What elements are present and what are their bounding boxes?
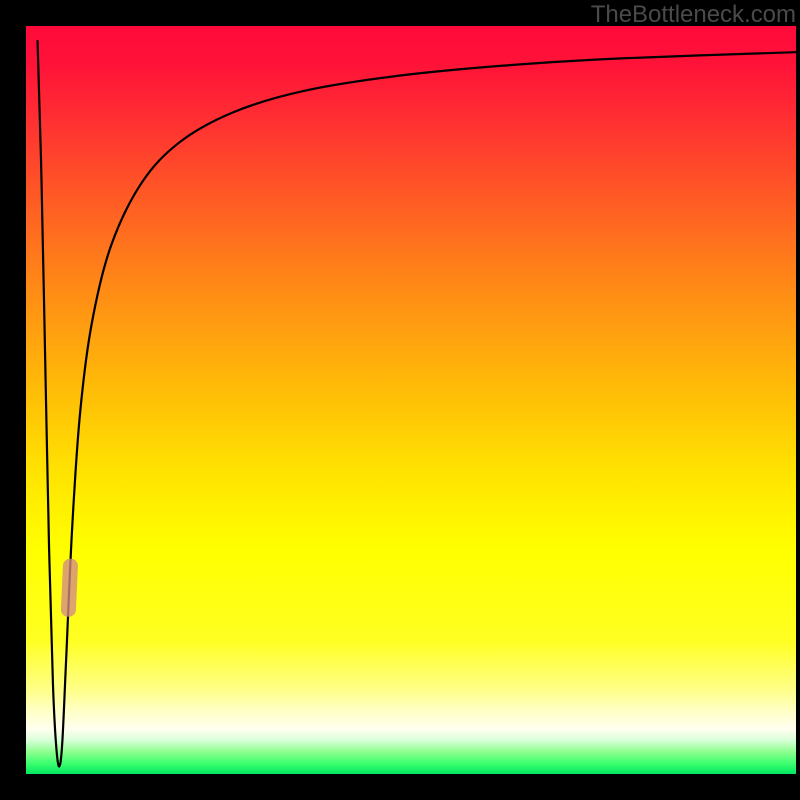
bottleneck-chart: TheBottleneck.com — [0, 0, 800, 800]
attribution-text: TheBottleneck.com — [591, 1, 796, 28]
highlight-marker — [61, 558, 79, 617]
chart-root: { "attribution": { "text": "TheBottlenec… — [0, 0, 800, 800]
plot-background — [26, 26, 796, 774]
